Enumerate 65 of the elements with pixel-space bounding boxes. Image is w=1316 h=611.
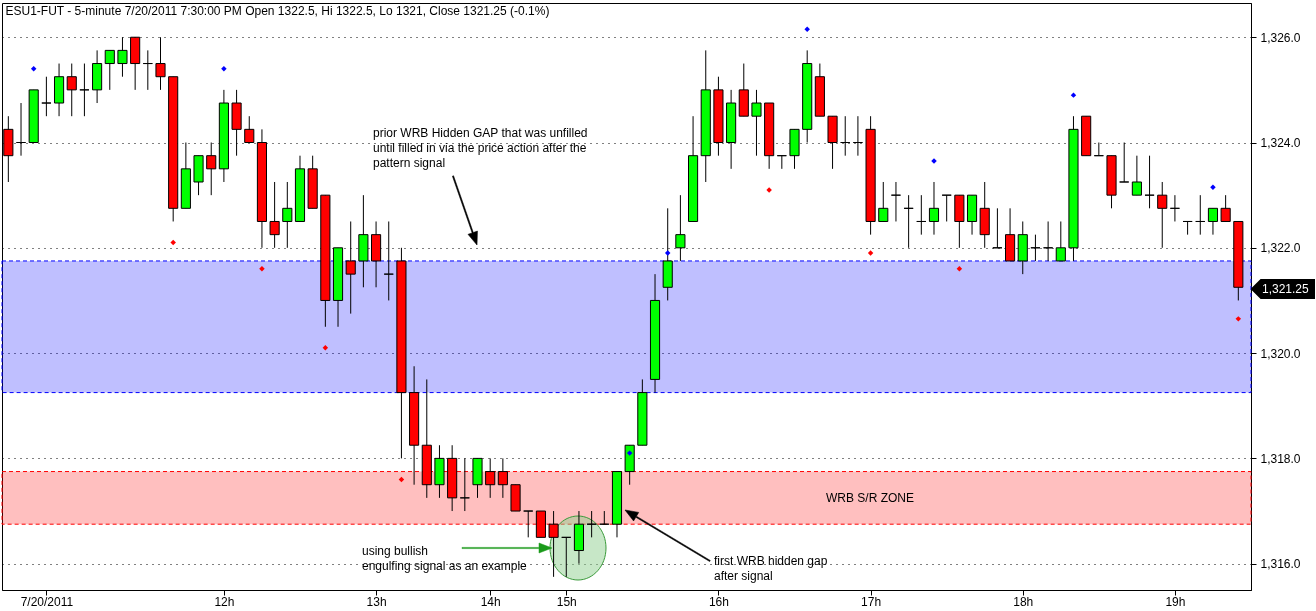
candlestick [1093, 142, 1104, 157]
x-tick-label: 12h [214, 594, 235, 609]
x-tick-label: 19h [1165, 594, 1186, 609]
candlestick [599, 510, 610, 525]
candlestick [1144, 155, 1155, 209]
candlestick [1030, 234, 1041, 262]
band-label: WRB S/R ZONE [825, 490, 915, 505]
candlestick [1195, 194, 1206, 236]
point [664, 250, 671, 256]
candlestick [928, 181, 940, 236]
point [170, 239, 176, 246]
candlestick [1043, 220, 1054, 262]
point [1070, 92, 1077, 98]
point [766, 187, 772, 193]
annotation: prior WRB Hidden GAP that was unfilled until filled in via the price action after the pattern signal [373, 126, 588, 170]
point [30, 66, 37, 72]
annotation: first WRB hidden gap after signal [714, 554, 828, 583]
y-tick-label: 1,316.0 [1260, 557, 1301, 572]
chart-title: ESU1-FUT - 5-minute 7/20/2011 7:30:00 PM Open 1322.5, Hi 1322.5, Lo 1321, Close 1321.25 (-0.1%) [5, 4, 550, 18]
candlestick [1131, 155, 1142, 196]
x-tick-label: 18h [1013, 594, 1034, 609]
x-tick-label: 7/20/2011 [20, 594, 74, 609]
candlestick [776, 155, 787, 170]
y-tick-label: 1,320.0 [1260, 346, 1301, 361]
candlestick [1182, 220, 1193, 236]
candlestick [282, 181, 293, 249]
candlestick [523, 510, 534, 538]
x-tick-label: 13h [366, 594, 387, 609]
candlestick [1055, 220, 1066, 262]
point [1235, 316, 1242, 322]
point [1210, 184, 1216, 190]
candlestick [890, 181, 902, 222]
candlestick [142, 49, 153, 91]
x-tick-label: 16h [708, 594, 729, 609]
x-tick-label: 15h [556, 594, 577, 609]
candlestick [751, 89, 762, 157]
point [867, 250, 874, 256]
candlestick [941, 194, 952, 222]
annotation: using bullish engulfing signal as an example [362, 544, 528, 573]
candlestick [1157, 181, 1168, 249]
candlestick [878, 181, 889, 222]
candlestick [269, 181, 280, 249]
candlestick [916, 194, 927, 236]
y-tick-label: 1,326.0 [1260, 30, 1301, 45]
candlestick [903, 194, 914, 249]
text: 1,321.25 [1262, 282, 1310, 296]
x-tick-label: 17h [861, 594, 882, 609]
candlestick [1207, 207, 1219, 236]
point [956, 266, 963, 272]
candlestick [104, 49, 115, 91]
candlestick [1220, 194, 1231, 222]
candlestick [79, 63, 90, 117]
x-tick-label: 14h [480, 594, 501, 609]
y-tick-label: 1,322.0 [1260, 241, 1301, 256]
point [221, 66, 227, 72]
y-tick-label: 1,318.0 [1260, 451, 1301, 466]
y-tick-label: 1,324.0 [1260, 136, 1301, 151]
point [322, 345, 329, 351]
candlestick [15, 102, 27, 157]
point [626, 450, 633, 456]
candlestick [586, 510, 597, 538]
candlestick [41, 76, 52, 117]
candlestick [1169, 194, 1180, 222]
candlestick [66, 63, 77, 117]
point [804, 26, 810, 33]
